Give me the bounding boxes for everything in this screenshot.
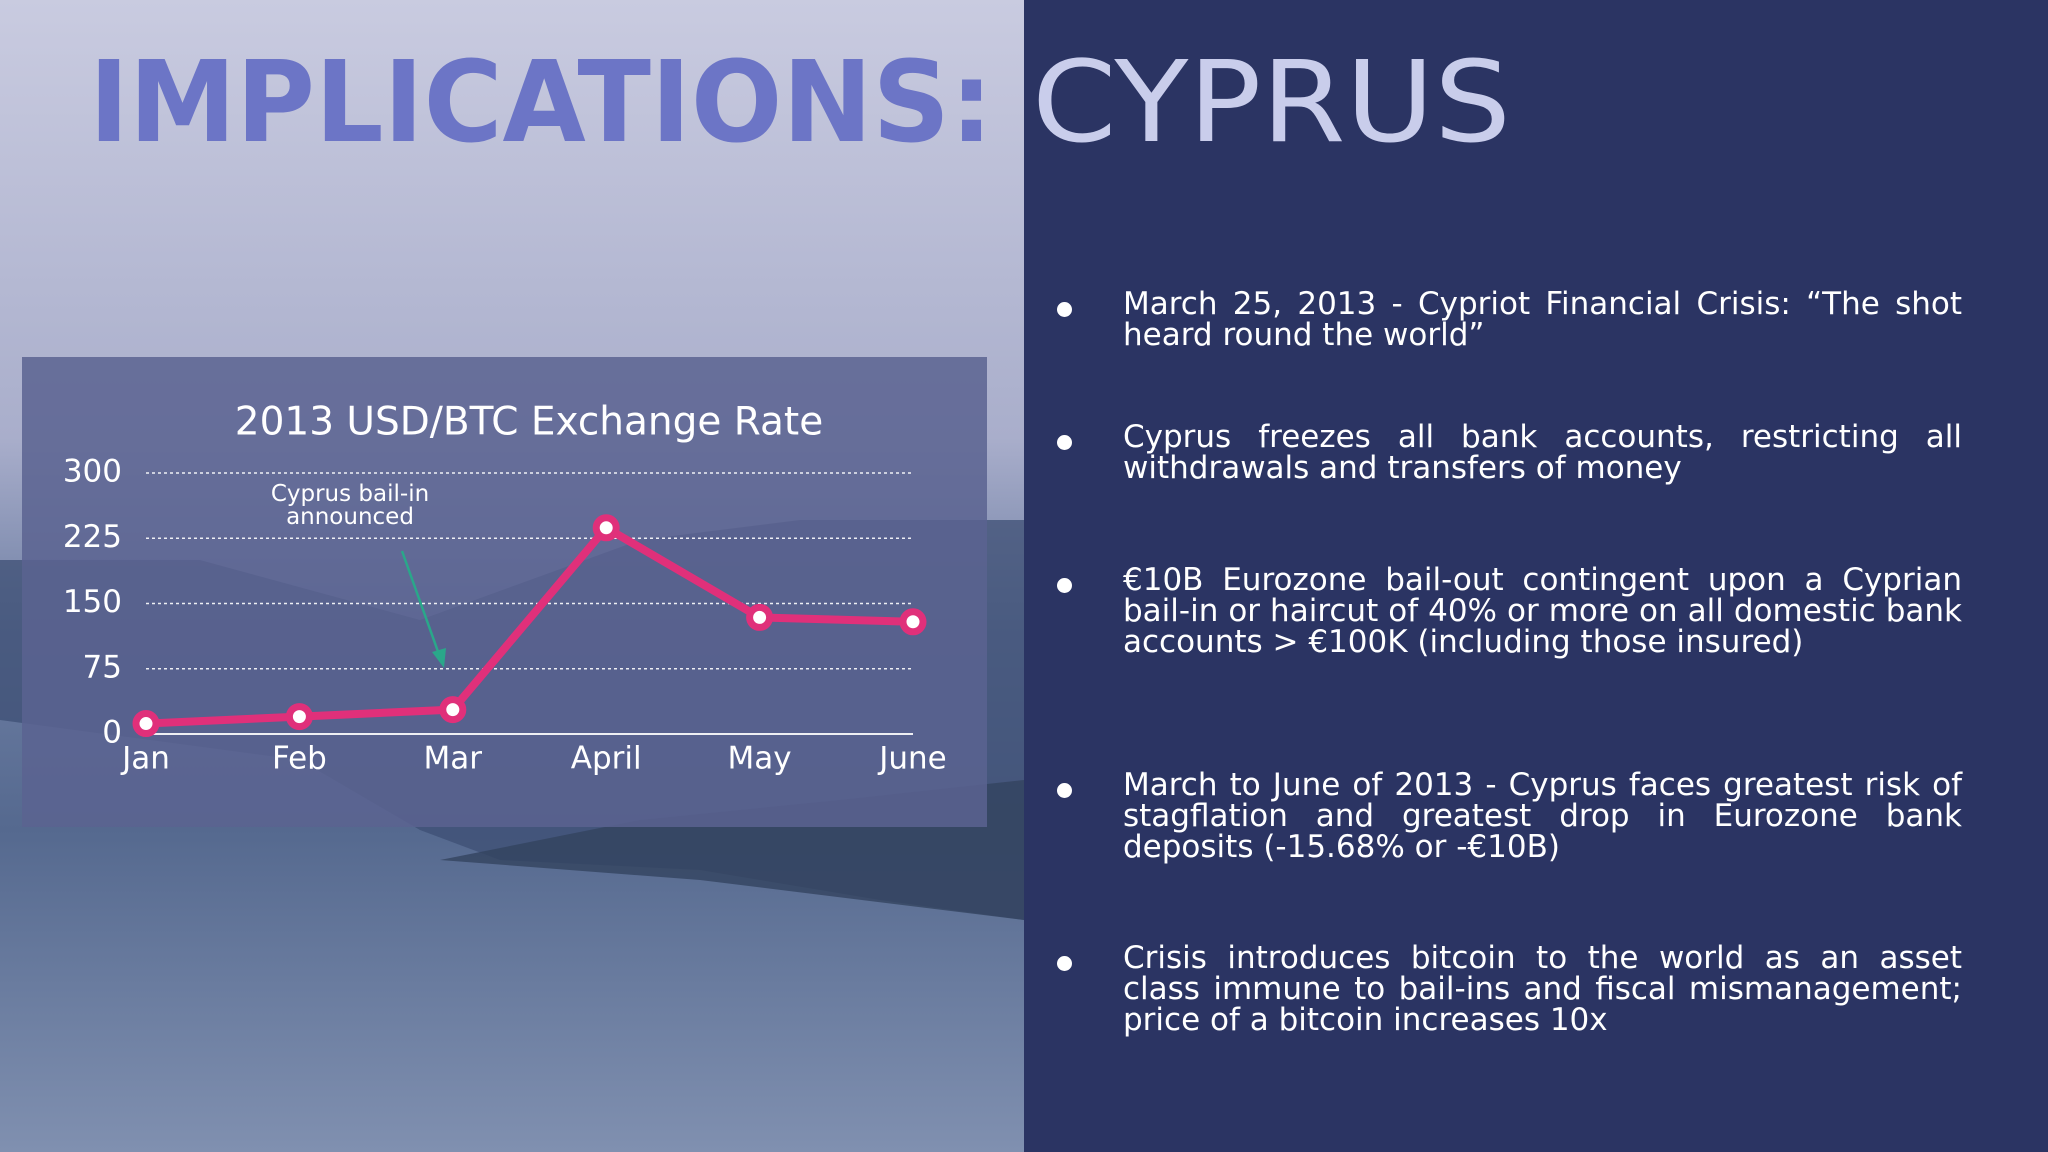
x-tick-label: Feb (272, 741, 327, 777)
annotation-arrow (400, 550, 443, 661)
right-panel (1024, 0, 2048, 1152)
bullet-text: Cyprus freezes all bank accounts, restri… (1123, 419, 1962, 486)
point (439, 696, 467, 724)
bullet-dot (1057, 578, 1072, 593)
x-tick-label: Mar (424, 741, 483, 777)
chart-panel (22, 357, 987, 827)
bullet-dot (1057, 956, 1072, 971)
y-tick-label: 0 (102, 715, 122, 751)
point (899, 608, 927, 636)
bullet-text: €10B Eurozone bail-out contingent upon a… (1123, 562, 1962, 660)
title-area: IMPLICATIONS: CYPRUS (89, 38, 1511, 168)
point (285, 703, 313, 731)
point (132, 710, 160, 738)
x-tick-label: April (571, 741, 642, 777)
x-tick-label: May (728, 741, 792, 777)
y-tick-label: 75 (83, 649, 122, 685)
line (145, 523, 914, 728)
bullet-dot (1057, 435, 1072, 450)
x-tick-label: June (877, 741, 947, 777)
title-bold: IMPLICATIONS: (89, 38, 993, 168)
chart: 2013 USD/BTC Exchange Rate 0 75 150 225 300 J… (22, 357, 987, 827)
x-tick-label: Jan (120, 741, 170, 777)
bullet-dot (1057, 783, 1072, 798)
annotation: Cyprus bail-in announced (270, 481, 430, 530)
point (746, 603, 774, 631)
chart-title: 2013 USD/BTC Exchange Rate (235, 400, 823, 445)
y-tick-label: 150 (63, 584, 122, 620)
bullet-text: March to June of 2013 - Cyprus faces gre… (1123, 767, 1962, 865)
title-light: CYPRUS (1032, 38, 1511, 168)
y-tick-label: 225 (63, 519, 122, 555)
point (592, 514, 620, 542)
bullet-dot (1057, 302, 1072, 317)
y-tick-label: 300 (63, 454, 122, 490)
annotation-arrowhead (432, 648, 446, 668)
bullet-text: Crisis introduces bitcoin to the world a… (1123, 940, 1962, 1038)
bullet-text: March 25, 2013 - Cypriot Financial Crisi… (1123, 286, 1962, 353)
